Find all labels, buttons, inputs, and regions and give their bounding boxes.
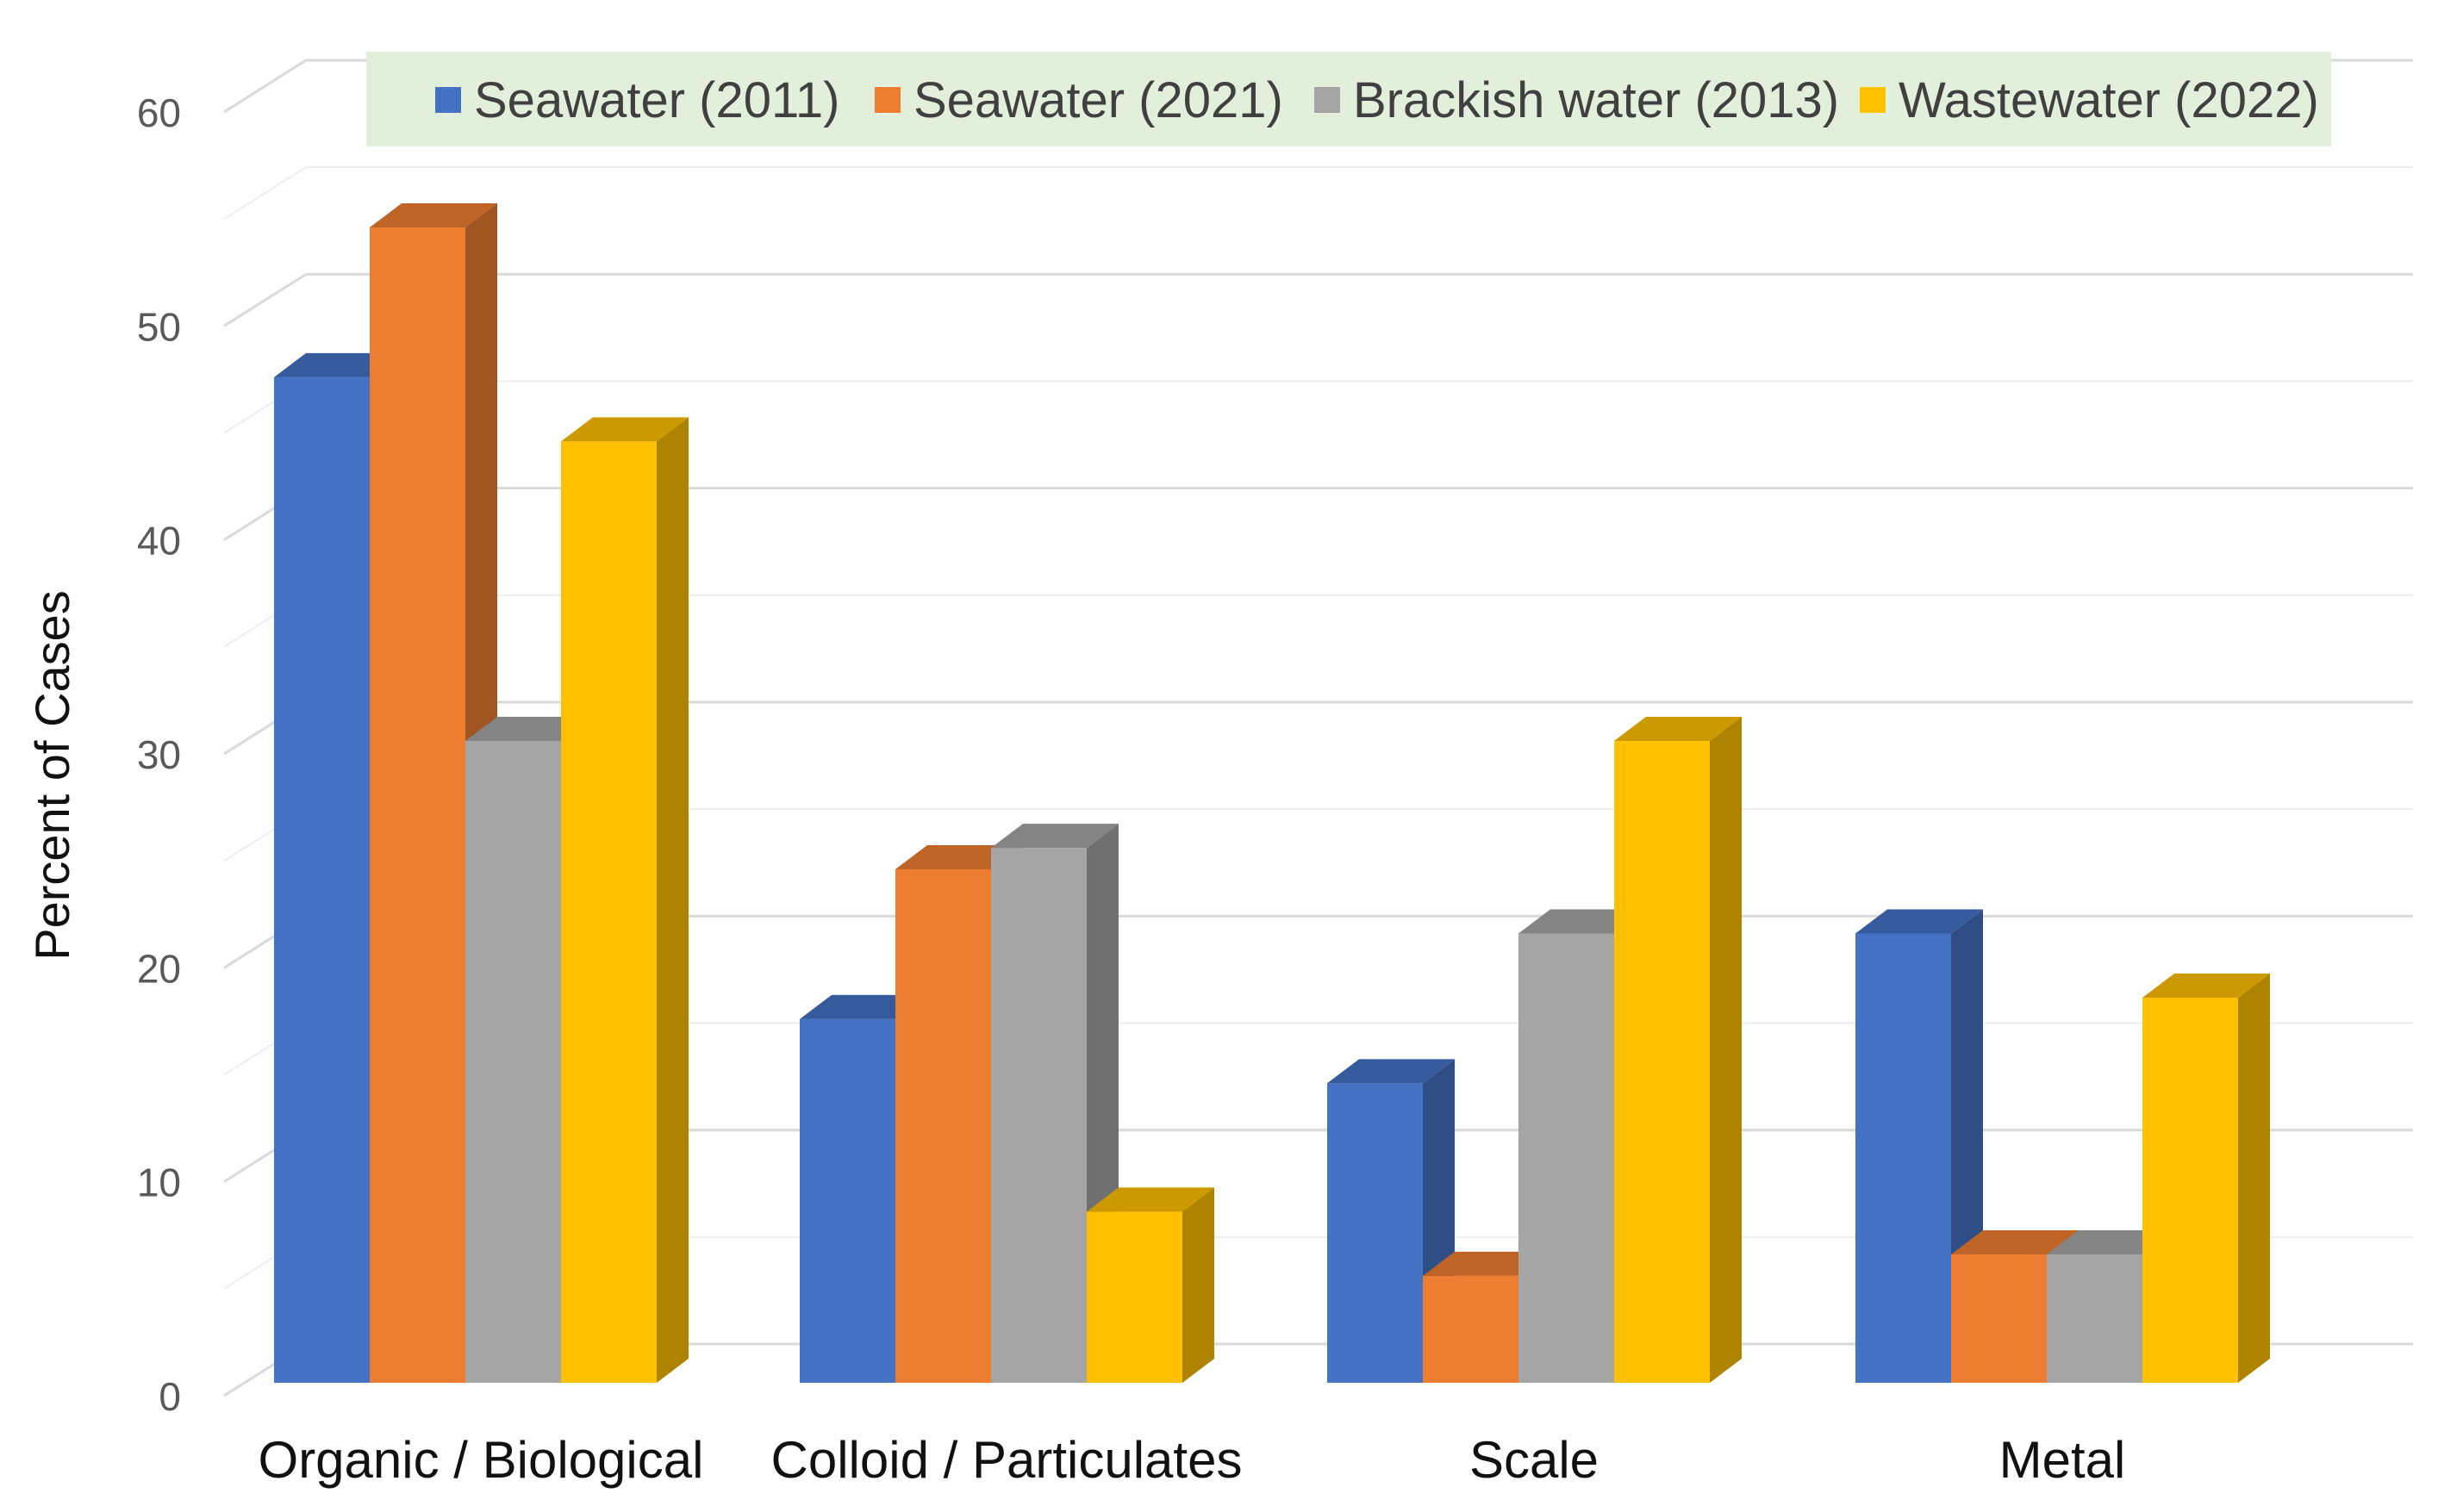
- y-axis-title: Percent of Cases: [25, 590, 79, 961]
- category-label: Metal: [1999, 1431, 2126, 1489]
- bars-layer: [274, 203, 2270, 1384]
- bar: [2047, 1254, 2142, 1383]
- gridline-side: [223, 273, 307, 327]
- gridline-side: [223, 166, 307, 221]
- legend-background: [366, 52, 2331, 146]
- bar: [274, 376, 370, 1383]
- bar-top: [1327, 1059, 1455, 1084]
- bar: [895, 869, 991, 1383]
- bar: [1423, 1275, 1518, 1383]
- bar: [1951, 1254, 2047, 1383]
- legend-swatch: [1860, 87, 1886, 113]
- y-axis-ticks: 0 10 20 30 40 50 60: [137, 90, 181, 1419]
- bar-top: [1951, 1230, 2079, 1254]
- bar-side: [1182, 1187, 1214, 1383]
- bar-top: [2142, 974, 2270, 998]
- bar: [1614, 741, 1710, 1383]
- y-tick-label: 50: [137, 304, 181, 349]
- bar-top: [561, 417, 689, 442]
- bar: [2142, 998, 2238, 1383]
- legend-entry: Brackish water (2013): [1353, 72, 1839, 128]
- bar: [1855, 933, 1951, 1383]
- bar-top: [991, 824, 1119, 849]
- legend: Seawater (2011) Seawater (2021) Brackish w…: [366, 52, 2331, 146]
- category-label: Colloid / Particulates: [771, 1431, 1243, 1489]
- bar-top: [1855, 909, 1983, 934]
- y-tick-label: 0: [159, 1374, 181, 1419]
- category-label: Scale: [1469, 1431, 1599, 1489]
- category-labels: Organic / Biological Colloid / Particulat…: [259, 1431, 2126, 1489]
- y-tick-label: 60: [137, 90, 181, 135]
- bar: [561, 441, 657, 1384]
- y-tick-label: 30: [137, 732, 181, 777]
- bar: [1518, 933, 1614, 1383]
- bar-side: [2238, 974, 2270, 1383]
- bar: [800, 1018, 895, 1383]
- bar-top: [1614, 717, 1742, 741]
- bar: [1327, 1083, 1423, 1383]
- bar-side: [657, 417, 689, 1383]
- y-tick-label: 20: [137, 946, 181, 991]
- bar-top: [370, 203, 497, 227]
- y-tick-label: 10: [137, 1160, 181, 1205]
- bar: [991, 848, 1087, 1383]
- gridline-side: [223, 59, 307, 114]
- bar: [1087, 1211, 1182, 1383]
- y-tick-label: 40: [137, 519, 181, 563]
- legend-swatch: [1314, 87, 1340, 113]
- legend-entry: Seawater (2011): [474, 72, 840, 128]
- bar-top: [1087, 1187, 1214, 1212]
- legend-entry: Seawater (2021): [913, 72, 1283, 128]
- legend-swatch: [435, 87, 461, 113]
- bar: [370, 227, 465, 1383]
- category-label: Organic / Biological: [259, 1431, 704, 1489]
- bar-side: [1710, 717, 1742, 1383]
- legend-swatch: [875, 87, 901, 113]
- bar: [465, 741, 561, 1383]
- legend-entry: Wastewater (2022): [1899, 72, 2319, 128]
